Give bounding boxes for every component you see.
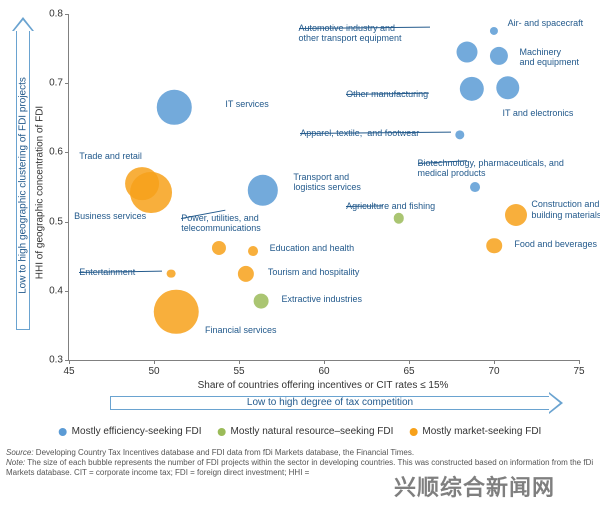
bubble	[157, 90, 191, 124]
x-tick-label: 75	[573, 366, 584, 377]
bubble-label: Automotive industry and other transport …	[299, 23, 402, 44]
legend-dot-icon	[409, 428, 417, 436]
bubble-label: Extractive industries	[282, 294, 363, 304]
y-axis-label: HHI of geographic concentration of FDI	[35, 106, 46, 279]
x-tick-label: 55	[233, 366, 244, 377]
bubble	[486, 238, 502, 254]
chart-page: Low to high geographic clustering of FDI…	[0, 0, 600, 519]
bubble	[460, 77, 484, 101]
y-tick-label: 0.3	[45, 355, 63, 366]
bubble-label: Air- and spacecraft	[508, 18, 584, 28]
bubble-label: Machinery and equipment	[520, 47, 580, 68]
bubble	[490, 46, 508, 64]
legend-dot-icon	[218, 428, 226, 436]
bubble	[248, 175, 278, 205]
bubble	[470, 182, 480, 192]
bubble	[456, 42, 477, 63]
x-tick-label: 70	[488, 366, 499, 377]
bubble	[167, 269, 176, 278]
bubble-label: Education and health	[270, 243, 355, 253]
legend-item: Mostly natural resource–seeking FDI	[218, 426, 394, 437]
x-tick-label: 50	[148, 366, 159, 377]
y-tick-label: 0.5	[45, 216, 63, 227]
bubble-label: IT services	[225, 99, 268, 109]
bubble-label: Food and beverages	[514, 239, 597, 249]
y-tick-label: 0.6	[45, 147, 63, 158]
bubble-label: IT and electronics	[503, 108, 574, 118]
bubble	[130, 172, 172, 214]
x-tick-label: 45	[63, 366, 74, 377]
x-arrow-label: Low to high degree of tax competition	[247, 397, 413, 408]
watermark: 兴顺综合新闻网	[394, 470, 555, 502]
bubble-label: Construction and building materials	[531, 199, 600, 220]
bubble	[496, 76, 519, 99]
legend-label: Mostly natural resource–seeking FDI	[231, 426, 394, 437]
y-tick-label: 0.4	[45, 285, 63, 296]
bubble	[455, 130, 464, 139]
x-axis-label: Share of countries offering incentives o…	[198, 380, 449, 391]
legend-item: Mostly market-seeking FDI	[409, 426, 541, 437]
bubble	[238, 266, 254, 282]
legend-label: Mostly efficiency-seeking FDI	[72, 426, 202, 437]
bubble-label: Trade and retail	[79, 151, 142, 161]
bubble	[248, 246, 258, 256]
scatter-plot: 455055606570750.30.40.50.60.70.8IT servi…	[68, 14, 579, 361]
x-tick-label: 65	[403, 366, 414, 377]
y-tick-label: 0.7	[45, 78, 63, 89]
bubble	[254, 294, 269, 309]
y-tick-label: 0.8	[45, 9, 63, 20]
legend-dot-icon	[59, 428, 67, 436]
bubble-label: Financial services	[205, 325, 277, 335]
bubble-label: Business services	[74, 211, 146, 221]
bubble-label: Transport and logistics services	[293, 172, 361, 193]
bubble	[505, 204, 527, 226]
legend-item: Mostly efficiency-seeking FDI	[59, 426, 202, 437]
bubble	[212, 241, 226, 255]
legend: Mostly efficiency-seeking FDI Mostly natu…	[59, 426, 542, 437]
y-arrow-label: Low to high geographic clustering of FDI…	[18, 77, 29, 294]
bubble	[394, 213, 404, 223]
x-tick-label: 60	[318, 366, 329, 377]
bubble	[490, 27, 498, 35]
bubble-label: Tourism and hospitality	[268, 267, 360, 277]
bubble	[154, 289, 198, 333]
legend-label: Mostly market-seeking FDI	[422, 426, 541, 437]
